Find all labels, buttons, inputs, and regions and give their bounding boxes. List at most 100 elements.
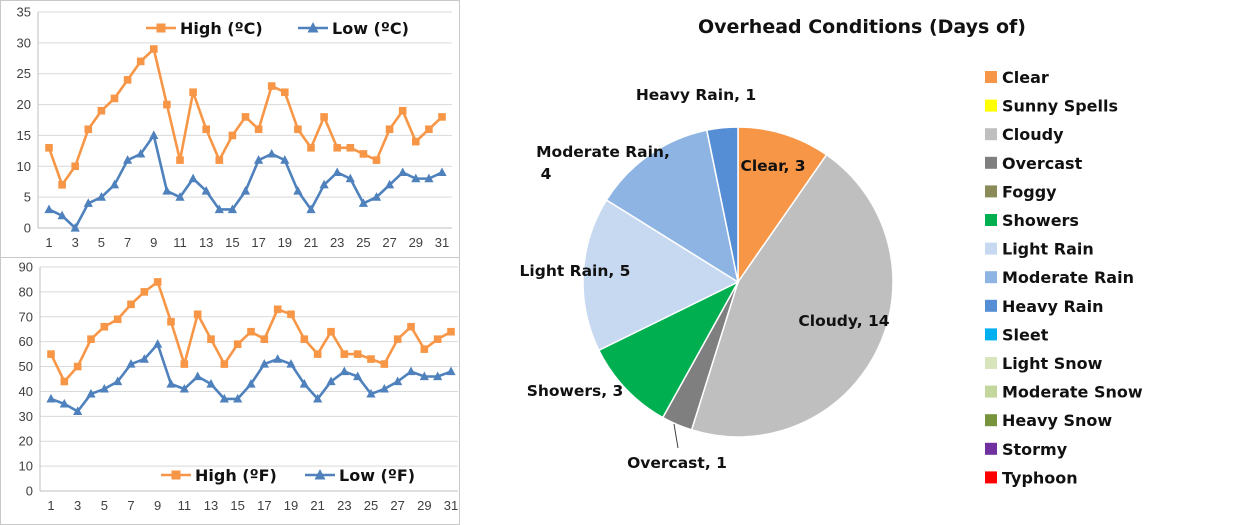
data-point-high — [438, 113, 446, 121]
legend-swatch-sunny-spells — [985, 99, 997, 112]
data-point-high — [60, 377, 69, 386]
data-point-high — [307, 143, 315, 152]
data-point-high — [433, 335, 442, 343]
data-point-high — [136, 57, 145, 66]
data-point-low — [44, 204, 54, 214]
data-point-high — [84, 125, 93, 134]
data-point-high — [254, 125, 263, 134]
legend-label-stormy: Stormy — [1002, 440, 1068, 459]
data-point-high — [97, 106, 106, 115]
x-tick-label: 13 — [199, 235, 213, 250]
data-point-high — [425, 125, 433, 134]
data-point-low — [345, 173, 355, 183]
x-tick-label: 17 — [251, 235, 265, 250]
data-point-low — [353, 371, 363, 381]
data-point-high — [176, 156, 184, 164]
y-tick-label: 90 — [19, 260, 33, 275]
data-point-high — [393, 335, 402, 343]
data-point-low — [293, 185, 303, 195]
data-point-low — [240, 185, 251, 195]
pie-data-label: Heavy Rain, 1 — [636, 86, 756, 104]
data-point-low — [57, 210, 67, 220]
data-point-low — [153, 339, 163, 348]
data-point-low — [175, 192, 185, 201]
y-tick-label: 80 — [19, 284, 33, 299]
data-point-high — [327, 327, 335, 336]
legend-swatch-typhoon — [985, 471, 997, 484]
data-point-high — [420, 345, 429, 353]
x-tick-label: 27 — [382, 235, 396, 250]
data-point-low — [99, 383, 109, 393]
legend-label-light-snow: Light Snow — [1002, 354, 1103, 373]
x-tick-label: 13 — [204, 498, 218, 513]
x-tick-label: 15 — [230, 498, 244, 513]
legend-marker-0 — [156, 23, 166, 33]
data-point-high — [228, 131, 237, 140]
data-point-low — [123, 155, 133, 164]
legend-marker-0 — [171, 470, 181, 480]
pie-slice-heavy-rain — [705, 126, 739, 283]
y-tick-label: 50 — [19, 359, 33, 374]
data-point-high — [47, 350, 55, 358]
data-point-high — [71, 162, 79, 171]
legend-swatch-overcast — [985, 156, 997, 169]
data-point-high — [294, 125, 302, 134]
data-point-high — [447, 327, 455, 336]
data-point-low — [179, 383, 189, 393]
data-point-high — [220, 360, 229, 368]
x-tick-label: 3 — [72, 235, 79, 250]
data-point-low — [411, 173, 421, 183]
data-point-low — [193, 371, 203, 381]
y-tick-label: 70 — [19, 309, 33, 324]
legend-label-sleet: Sleet — [1002, 325, 1049, 344]
x-tick-label: 1 — [45, 235, 52, 250]
data-point-low — [166, 378, 176, 388]
y-tick-label: 20 — [19, 434, 33, 449]
x-tick-label: 29 — [417, 498, 431, 513]
x-tick-label: 29 — [409, 235, 423, 250]
data-point-high — [241, 113, 250, 121]
data-point-low — [126, 359, 136, 368]
pie-slice-clear — [737, 126, 828, 285]
y-tick-label: 30 — [19, 409, 33, 424]
x-tick-label: 23 — [337, 498, 351, 513]
legend-swatch-cloudy — [985, 128, 997, 141]
legend-swatch-showers — [985, 214, 997, 226]
data-point-high — [340, 350, 349, 358]
data-point-high — [150, 45, 158, 53]
x-tick-label: 19 — [278, 235, 292, 250]
pie-slice-showers — [597, 280, 740, 419]
data-point-low — [86, 388, 96, 398]
legend-swatch-light-snow — [985, 357, 997, 369]
data-point-low — [219, 393, 229, 403]
data-point-low — [201, 185, 211, 195]
data-point-high — [367, 355, 375, 363]
data-point-high — [398, 106, 407, 115]
x-tick-label: 7 — [124, 235, 131, 250]
data-point-low — [214, 204, 224, 214]
pie-data-label: Overcast, 1 — [627, 454, 727, 472]
data-point-low — [419, 371, 429, 381]
x-tick-label: 27 — [390, 498, 404, 513]
data-point-high — [359, 150, 368, 158]
data-point-high — [202, 125, 210, 134]
x-tick-label: 7 — [127, 498, 134, 513]
data-point-low — [136, 148, 146, 158]
legend-swatch-stormy — [985, 442, 997, 455]
x-tick-label: 31 — [435, 235, 449, 250]
data-point-high — [113, 315, 122, 324]
legend-swatch-heavy-snow — [985, 414, 997, 427]
y-tick-label: 0 — [24, 221, 31, 236]
pie-data-label: Showers, 3 — [527, 382, 624, 400]
data-point-low — [149, 130, 159, 140]
legend-label-moderate-rain: Moderate Rain — [1002, 268, 1134, 287]
legend-swatch-moderate-snow — [985, 385, 997, 398]
data-point-low — [254, 155, 264, 164]
legend-swatch-foggy — [985, 185, 997, 198]
legend-label-sunny-spells: Sunny Spells — [1002, 97, 1118, 116]
data-point-high — [260, 335, 269, 343]
data-point-high — [45, 143, 53, 152]
